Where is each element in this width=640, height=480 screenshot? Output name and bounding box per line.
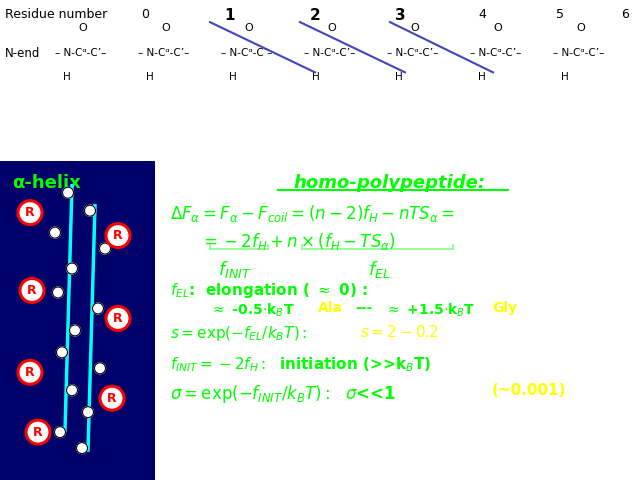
- Circle shape: [67, 385, 77, 396]
- Text: Ala: Ala: [318, 301, 343, 315]
- Text: – N-Cᵅ-C’–: – N-Cᵅ-C’–: [138, 48, 189, 58]
- Text: – N-Cᵅ-C’–: – N-Cᵅ-C’–: [470, 48, 522, 58]
- Text: H: H: [312, 72, 320, 83]
- Text: Gly: Gly: [492, 301, 517, 315]
- Text: H: H: [478, 72, 486, 83]
- Text: $= -2f_H + n\times(f_H - TS_\alpha)$: $= -2f_H + n\times(f_H - TS_\alpha)$: [200, 230, 396, 252]
- Text: $f_{EL}$: $f_{EL}$: [368, 259, 390, 279]
- Text: 6: 6: [621, 8, 629, 21]
- Text: R: R: [25, 206, 35, 219]
- Circle shape: [100, 386, 124, 410]
- Text: O: O: [493, 23, 502, 33]
- Text: 0: 0: [141, 8, 149, 21]
- Circle shape: [67, 263, 77, 274]
- Text: 1: 1: [225, 8, 236, 23]
- Text: $\approx$ -0.5$\cdot$k$_B$T: $\approx$ -0.5$\cdot$k$_B$T: [210, 301, 294, 319]
- Text: O: O: [79, 23, 88, 33]
- Circle shape: [99, 243, 111, 254]
- Circle shape: [26, 420, 50, 444]
- Circle shape: [54, 427, 65, 438]
- Text: R: R: [25, 366, 35, 379]
- Text: $f_{INIT} = -2f_H:$  initiation (>>k$_B$T): $f_{INIT} = -2f_H:$ initiation (>>k$_B$T…: [170, 355, 431, 374]
- Circle shape: [70, 325, 81, 336]
- Text: $f_{INIT}$: $f_{INIT}$: [218, 259, 252, 279]
- Text: 3: 3: [395, 8, 405, 23]
- Text: 2: 2: [310, 8, 321, 23]
- Circle shape: [18, 201, 42, 225]
- Text: $s = 2 - 0.2$: $s = 2 - 0.2$: [360, 324, 439, 340]
- Circle shape: [93, 303, 104, 314]
- Circle shape: [106, 306, 130, 330]
- Text: – N-Cᵅ-C’–: – N-Cᵅ-C’–: [221, 48, 273, 58]
- Circle shape: [49, 227, 61, 238]
- Circle shape: [106, 224, 130, 248]
- Text: R: R: [113, 312, 123, 325]
- Text: R: R: [107, 392, 117, 405]
- Text: $s = \exp(-f_{EL}/k_BT):$: $s = \exp(-f_{EL}/k_BT):$: [170, 324, 307, 343]
- Bar: [0, 161, 155, 480]
- Text: H: H: [146, 72, 154, 83]
- Text: ---: ---: [355, 301, 372, 315]
- Text: O: O: [162, 23, 170, 33]
- Text: R: R: [33, 426, 43, 439]
- Text: Residue number: Residue number: [5, 8, 108, 21]
- Text: H: H: [561, 72, 569, 83]
- Circle shape: [56, 347, 67, 358]
- Text: $\sigma = \exp(-f_{INIT}/k_BT):$  $\sigma$<<1: $\sigma = \exp(-f_{INIT}/k_BT):$ $\sigma…: [170, 383, 396, 405]
- Text: H: H: [63, 72, 71, 83]
- Text: homo-polypeptide:: homo-polypeptide:: [294, 174, 486, 192]
- Circle shape: [20, 278, 44, 302]
- Text: O: O: [328, 23, 337, 33]
- Text: $\Delta F_\alpha = F_\alpha - F_{coil} = (n-2)f_H - nTS_\alpha =$: $\Delta F_\alpha = F_\alpha - F_{coil} =…: [170, 203, 455, 224]
- Circle shape: [77, 443, 88, 454]
- Text: α-helix: α-helix: [12, 174, 81, 192]
- Circle shape: [18, 360, 42, 384]
- Text: H: H: [395, 72, 403, 83]
- Text: – N-Cᵅ-C’–: – N-Cᵅ-C’–: [553, 48, 604, 58]
- Text: O: O: [244, 23, 253, 33]
- Text: – N-Cᵅ-C’–: – N-Cᵅ-C’–: [387, 48, 438, 58]
- Text: R: R: [27, 284, 37, 297]
- Text: 4: 4: [478, 8, 486, 21]
- Text: H: H: [229, 72, 237, 83]
- Circle shape: [84, 205, 95, 216]
- Text: N-end: N-end: [5, 47, 40, 60]
- Text: $f_{EL}$:  elongation ( $\approx$ 0) :: $f_{EL}$: elongation ( $\approx$ 0) :: [170, 280, 368, 300]
- Circle shape: [83, 407, 93, 418]
- Text: – N-Cᵅ-C’–: – N-Cᵅ-C’–: [304, 48, 355, 58]
- Text: – N-Cᵅ-C’–: – N-Cᵅ-C’–: [55, 48, 106, 58]
- Text: (~0.001): (~0.001): [492, 383, 566, 398]
- Text: O: O: [577, 23, 586, 33]
- Circle shape: [95, 363, 106, 374]
- Circle shape: [63, 187, 74, 198]
- Circle shape: [52, 287, 63, 298]
- Text: O: O: [411, 23, 419, 33]
- Text: 5: 5: [556, 8, 564, 21]
- Text: $\approx$ +1.5$\cdot$k$_B$T: $\approx$ +1.5$\cdot$k$_B$T: [385, 301, 476, 319]
- Text: R: R: [113, 229, 123, 242]
